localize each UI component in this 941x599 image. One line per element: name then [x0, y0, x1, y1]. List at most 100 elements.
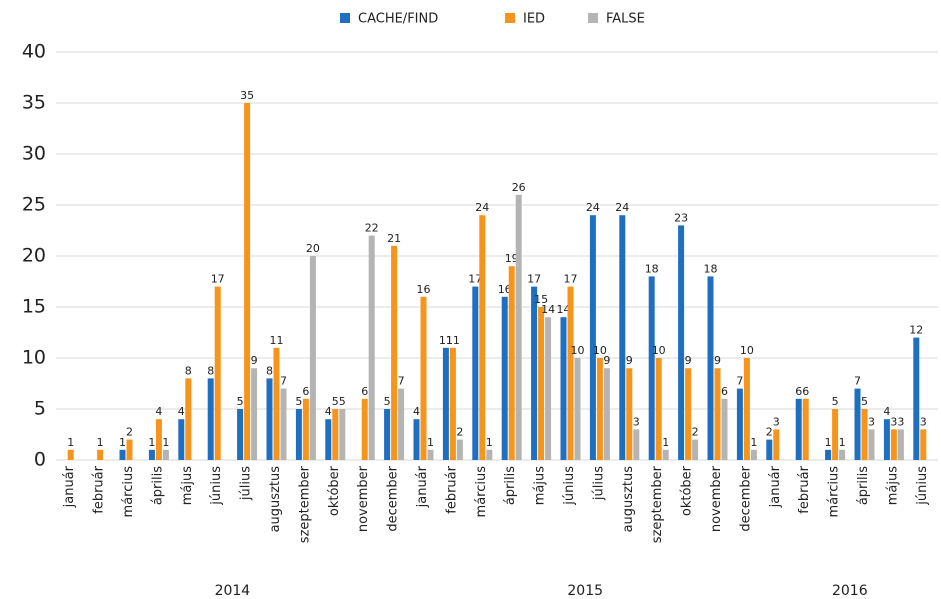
bar — [119, 449, 126, 460]
bar — [332, 409, 339, 460]
data-label: 7 — [398, 375, 405, 388]
x-tick-label: május — [885, 466, 900, 505]
data-label: 4 — [155, 405, 162, 418]
data-label: 5 — [832, 395, 839, 408]
data-label: 18 — [645, 262, 659, 275]
bar — [244, 103, 251, 460]
bar — [538, 307, 545, 460]
bar — [508, 266, 515, 460]
data-label: 2 — [126, 426, 133, 439]
bar — [339, 409, 346, 460]
data-label: 8 — [207, 364, 214, 377]
bar — [391, 245, 398, 460]
data-label: 3 — [868, 415, 875, 428]
data-label: 2 — [456, 426, 463, 439]
bar — [449, 347, 456, 460]
bar — [868, 429, 875, 460]
bar — [214, 286, 221, 460]
data-label: 3 — [890, 415, 897, 428]
data-label: 7 — [854, 375, 861, 388]
bar — [398, 388, 405, 460]
bar — [479, 215, 486, 460]
data-label: 4 — [325, 405, 332, 418]
bar — [883, 419, 890, 460]
data-label: 9 — [626, 354, 633, 367]
data-label: 6 — [721, 385, 728, 398]
bar — [178, 419, 185, 460]
x-tick-label: január — [415, 465, 430, 508]
legend-swatch — [505, 13, 515, 23]
x-tick-label: június — [915, 466, 930, 506]
bar — [913, 337, 920, 460]
bar — [361, 398, 368, 460]
data-label: 17 — [527, 273, 541, 286]
year-label: 2016 — [832, 583, 868, 599]
bar — [155, 419, 162, 460]
x-tick-label: október — [680, 465, 695, 516]
data-label: 9 — [714, 354, 721, 367]
bar — [633, 429, 640, 460]
bar — [721, 398, 728, 460]
y-tick-label: 40 — [22, 41, 46, 63]
bar — [861, 409, 868, 460]
data-label: 1 — [662, 436, 669, 449]
data-label: 15 — [534, 293, 548, 306]
legend-label: FALSE — [606, 12, 645, 27]
data-label: 10 — [652, 344, 666, 357]
bar — [897, 429, 904, 460]
bar — [295, 409, 302, 460]
data-label: 4 — [413, 405, 420, 418]
bar — [472, 286, 479, 460]
x-tick-label: február — [797, 465, 812, 513]
data-label: 18 — [704, 262, 718, 275]
data-label: 9 — [685, 354, 692, 367]
data-label: 16 — [498, 283, 512, 296]
y-tick-label: 10 — [22, 347, 46, 369]
x-tick-label: december — [386, 465, 401, 531]
x-tick-label: november — [709, 465, 724, 532]
data-label: 11 — [270, 334, 284, 347]
bar — [442, 347, 449, 460]
bar — [368, 235, 375, 460]
bar — [707, 276, 714, 460]
data-label: 6 — [361, 385, 368, 398]
bar — [384, 409, 391, 460]
bar — [648, 276, 655, 460]
x-tick-label: február — [444, 465, 459, 513]
y-tick-label: 25 — [22, 194, 46, 216]
x-tick-label: április — [856, 466, 871, 505]
data-label: 4 — [883, 405, 890, 418]
y-tick-label: 15 — [22, 296, 46, 318]
year-label: 2014 — [215, 583, 251, 599]
data-label: 22 — [365, 222, 379, 235]
bar — [302, 398, 309, 460]
year-label: 2015 — [567, 583, 603, 599]
x-tick-label: március — [827, 466, 842, 518]
bar — [545, 317, 552, 460]
bar — [266, 378, 273, 460]
bar — [126, 439, 133, 460]
x-tick-label: szeptember — [650, 465, 665, 543]
data-label: 26 — [512, 181, 526, 194]
legend-swatch — [588, 13, 598, 23]
bar — [185, 378, 192, 460]
bar — [501, 296, 508, 460]
data-label: 10 — [571, 344, 585, 357]
data-label: 6 — [302, 385, 309, 398]
bar — [97, 449, 104, 460]
data-label: 7 — [280, 375, 287, 388]
x-tick-label: október — [327, 465, 342, 516]
data-label: 1 — [427, 436, 434, 449]
bar — [596, 358, 603, 460]
x-tick-label: március — [474, 466, 489, 518]
data-label: 5 — [861, 395, 868, 408]
bar — [280, 388, 287, 460]
legend-label: CACHE/FIND — [358, 12, 438, 27]
data-label: 1 — [839, 436, 846, 449]
data-label: 17 — [211, 273, 225, 286]
data-label: 2 — [692, 426, 699, 439]
bar — [603, 368, 610, 460]
x-tick-label: február — [92, 465, 107, 513]
bar — [574, 358, 581, 460]
